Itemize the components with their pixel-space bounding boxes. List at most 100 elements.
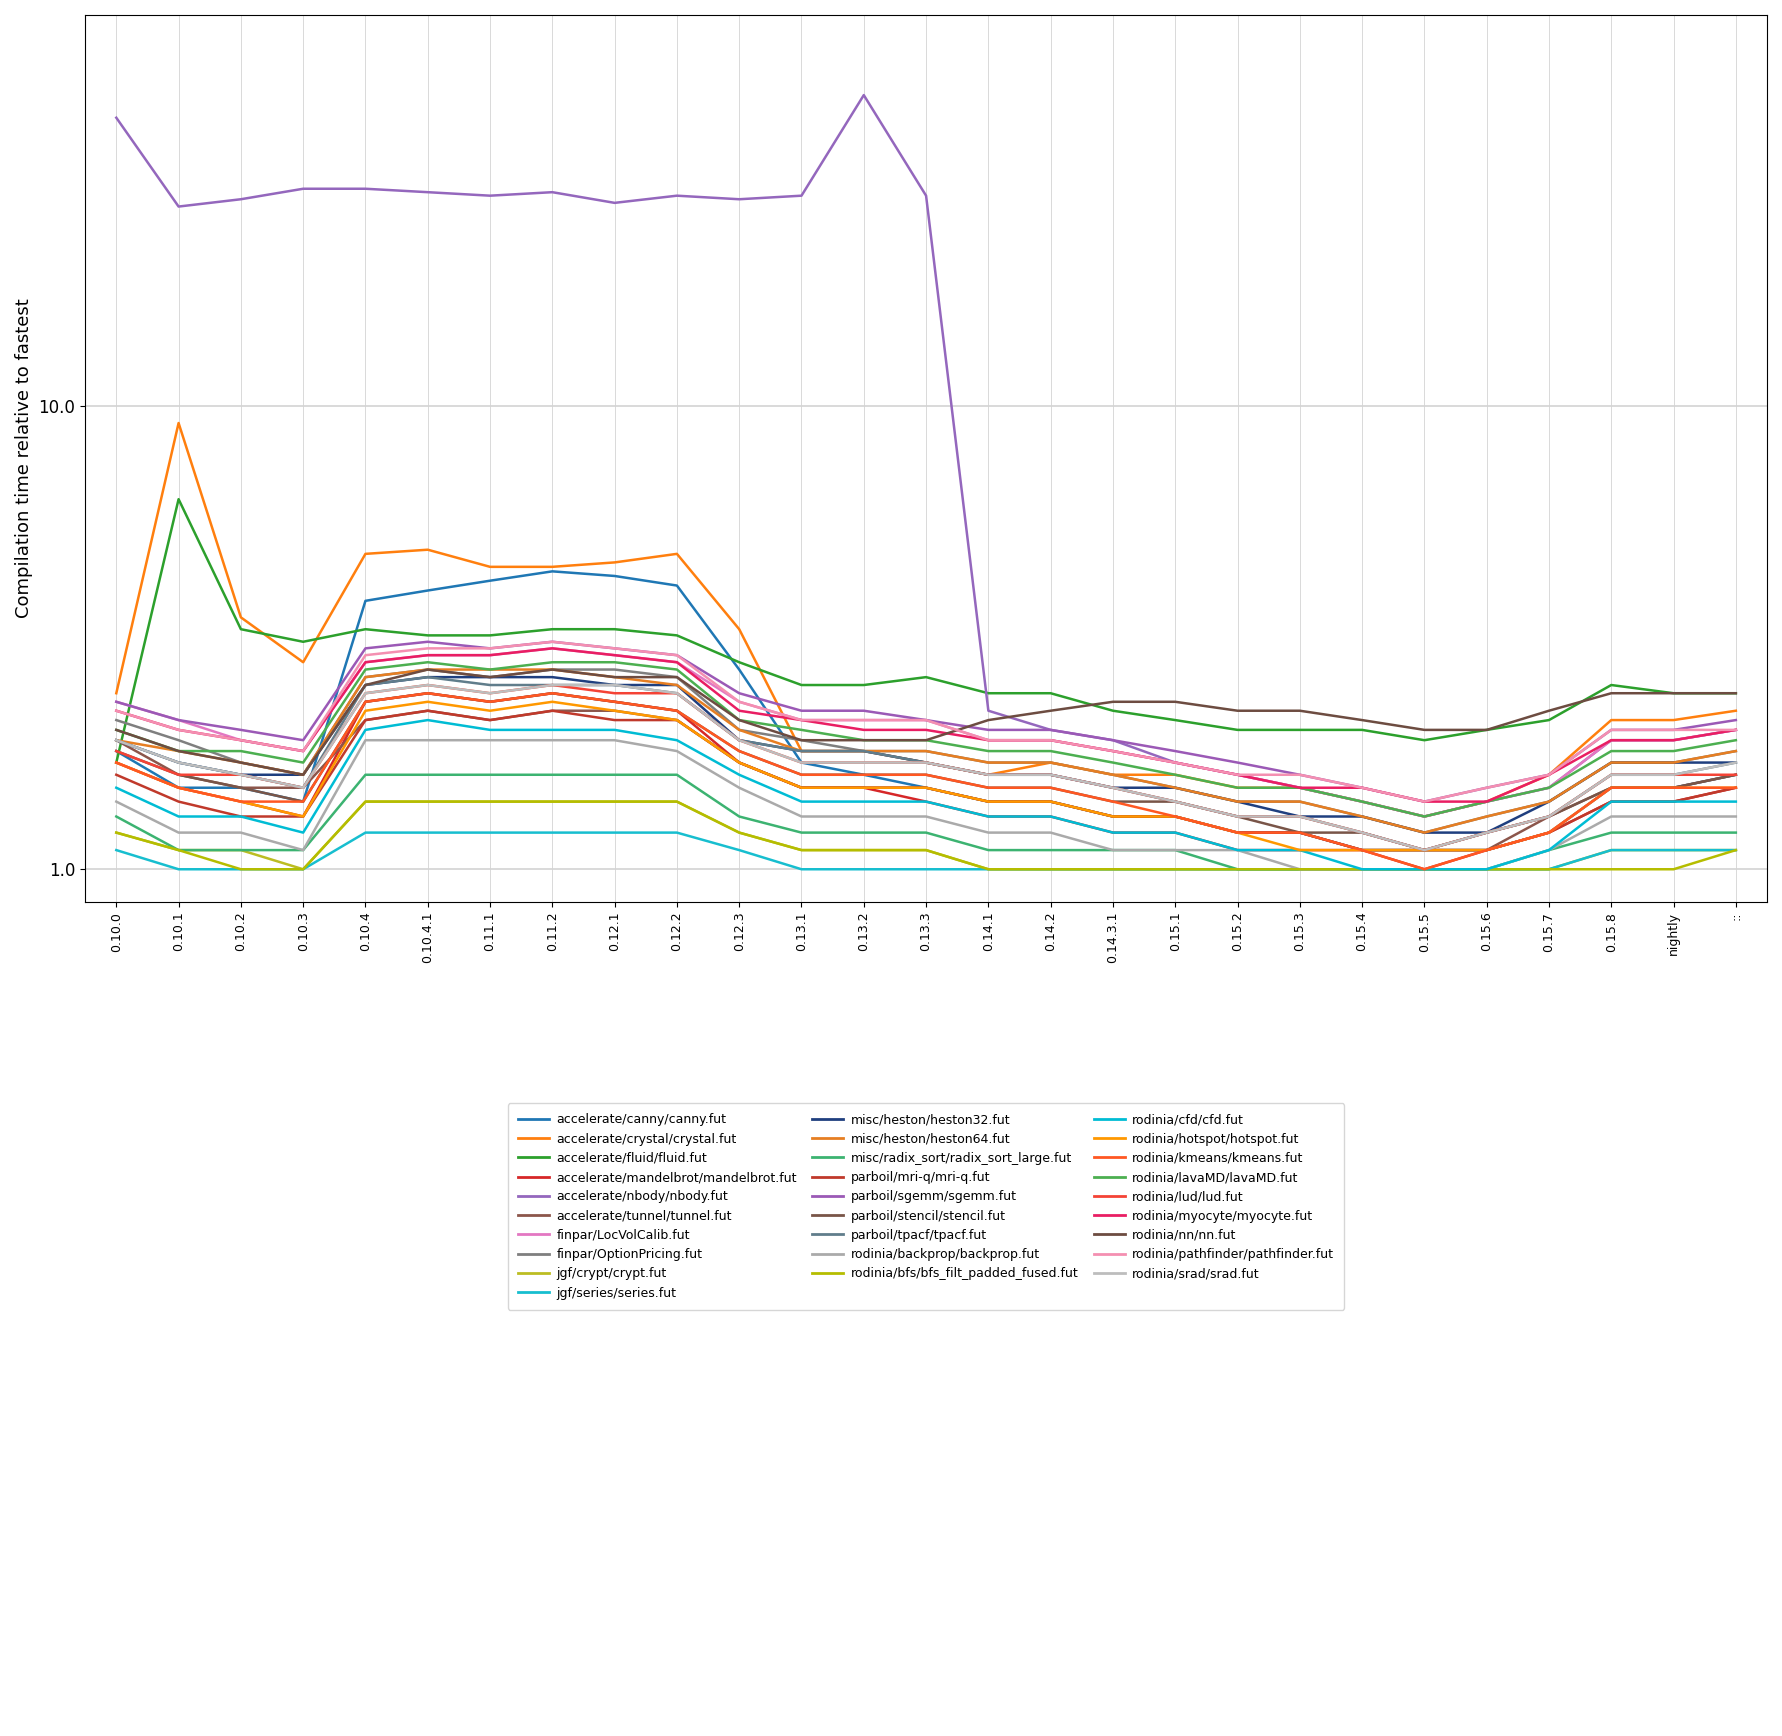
rodinia/myocyte/myocyte.fut [1103,741,1124,762]
rodinia/srad/srad.fut [729,729,750,750]
rodinia/kmeans/kmeans.fut [1413,859,1435,880]
accelerate/fluid/fluid.fut [542,618,563,639]
jgf/crypt/crypt.fut [1475,859,1497,880]
misc/heston/heston64.fut [791,741,813,762]
parboil/stencil/stencil.fut [168,764,189,785]
jgf/series/series.fut [105,840,127,861]
accelerate/mandelbrot/mandelbrot.fut [604,691,625,712]
jgf/series/series.fut [729,840,750,861]
accelerate/crystal/crystal.fut [978,764,1000,785]
accelerate/fluid/fluid.fut [666,625,688,646]
rodinia/backprop/backprop.fut [355,729,376,750]
rodinia/cfd/cfd.fut [479,719,501,740]
finpar/LocVolCalib.fut [1663,729,1684,750]
rodinia/nn/nn.fut [1165,691,1187,712]
misc/heston/heston32.fut [230,764,251,785]
rodinia/nn/nn.fut [791,729,813,750]
parboil/tpacf/tpacf.fut [479,675,501,696]
rodinia/myocyte/myocyte.fut [1725,719,1746,740]
rodinia/kmeans/kmeans.fut [1103,792,1124,812]
rodinia/nn/nn.fut [604,667,625,687]
accelerate/nbody/nbody.fut [604,193,625,214]
accelerate/mandelbrot/mandelbrot.fut [1041,806,1062,826]
Line: rodinia/myocyte/myocyte.fut: rodinia/myocyte/myocyte.fut [116,648,1736,802]
accelerate/fluid/fluid.fut [1351,719,1372,740]
rodinia/pathfinder/pathfinder.fut [542,632,563,653]
rodinia/myocyte/myocyte.fut [230,729,251,750]
finpar/LocVolCalib.fut [168,710,189,731]
parboil/stencil/stencil.fut [1165,792,1187,812]
accelerate/nbody/nbody.fut [1226,764,1247,785]
Line: parboil/tpacf/tpacf.fut: parboil/tpacf/tpacf.fut [116,677,1736,851]
misc/radix_sort/radix_sort_large.fut [1538,840,1559,861]
Line: misc/radix_sort/radix_sort_large.fut: misc/radix_sort/radix_sort_large.fut [116,774,1736,870]
accelerate/tunnel/tunnel.fut [1600,778,1622,799]
accelerate/fluid/fluid.fut [1475,719,1497,740]
jgf/series/series.fut [666,823,688,844]
rodinia/kmeans/kmeans.fut [542,682,563,703]
parboil/stencil/stencil.fut [666,700,688,720]
rodinia/hotspot/hotspot.fut [604,700,625,720]
jgf/series/series.fut [854,859,875,880]
parboil/tpacf/tpacf.fut [1475,823,1497,844]
parboil/stencil/stencil.fut [978,778,1000,799]
rodinia/backprop/backprop.fut [1103,840,1124,861]
parboil/mri-q/mri-q.fut [854,778,875,799]
accelerate/tunnel/tunnel.fut [542,700,563,720]
rodinia/lavaMD/lavaMD.fut [666,660,688,681]
jgf/crypt/crypt.fut [542,792,563,812]
parboil/sgemm/sgemm.fut [1413,792,1435,812]
finpar/OptionPricing.fut [666,667,688,687]
misc/heston/heston32.fut [1226,792,1247,812]
rodinia/nn/nn.fut [417,660,438,681]
rodinia/myocyte/myocyte.fut [355,651,376,672]
misc/radix_sort/radix_sort_large.fut [417,764,438,785]
finpar/LocVolCalib.fut [417,644,438,665]
rodinia/backprop/backprop.fut [729,778,750,799]
accelerate/crystal/crystal.fut [854,741,875,762]
accelerate/crystal/crystal.fut [542,557,563,578]
accelerate/crystal/crystal.fut [1475,792,1497,812]
accelerate/canny/canny.fut [729,660,750,681]
accelerate/fluid/fluid.fut [230,618,251,639]
rodinia/cfd/cfd.fut [916,792,937,812]
accelerate/mandelbrot/mandelbrot.fut [355,691,376,712]
parboil/sgemm/sgemm.fut [854,700,875,720]
rodinia/nn/nn.fut [105,719,127,740]
rodinia/pathfinder/pathfinder.fut [1725,719,1746,740]
rodinia/srad/srad.fut [479,682,501,703]
parboil/mri-q/mri-q.fut [1475,840,1497,861]
accelerate/mandelbrot/mandelbrot.fut [168,778,189,799]
rodinia/pathfinder/pathfinder.fut [604,637,625,658]
parboil/stencil/stencil.fut [854,764,875,785]
jgf/crypt/crypt.fut [417,792,438,812]
parboil/tpacf/tpacf.fut [1538,806,1559,826]
rodinia/myocyte/myocyte.fut [1165,752,1187,773]
accelerate/canny/canny.fut [1103,806,1124,826]
rodinia/backprop/backprop.fut [105,792,127,812]
rodinia/bfs/bfs_filt_padded_fused.fut [666,792,688,812]
finpar/OptionPricing.fut [230,752,251,773]
rodinia/srad/srad.fut [1165,792,1187,812]
rodinia/srad/srad.fut [854,752,875,773]
misc/heston/heston64.fut [916,741,937,762]
rodinia/lud/lud.fut [542,675,563,696]
accelerate/tunnel/tunnel.fut [1351,840,1372,861]
rodinia/lud/lud.fut [1538,806,1559,826]
rodinia/backprop/backprop.fut [854,806,875,826]
accelerate/crystal/crystal.fut [729,618,750,639]
accelerate/canny/canny.fut [1600,778,1622,799]
misc/heston/heston32.fut [1165,778,1187,799]
jgf/crypt/crypt.fut [479,792,501,812]
rodinia/lavaMD/lavaMD.fut [978,741,1000,762]
jgf/crypt/crypt.fut [1663,840,1684,861]
rodinia/pathfinder/pathfinder.fut [1165,752,1187,773]
misc/heston/heston64.fut [1165,778,1187,799]
accelerate/crystal/crystal.fut [1103,764,1124,785]
accelerate/fluid/fluid.fut [417,625,438,646]
misc/heston/heston32.fut [978,764,1000,785]
misc/heston/heston64.fut [1351,806,1372,826]
rodinia/bfs/bfs_filt_padded_fused.fut [1226,859,1247,880]
accelerate/canny/canny.fut [1538,823,1559,844]
Line: accelerate/mandelbrot/mandelbrot.fut: accelerate/mandelbrot/mandelbrot.fut [116,693,1736,870]
